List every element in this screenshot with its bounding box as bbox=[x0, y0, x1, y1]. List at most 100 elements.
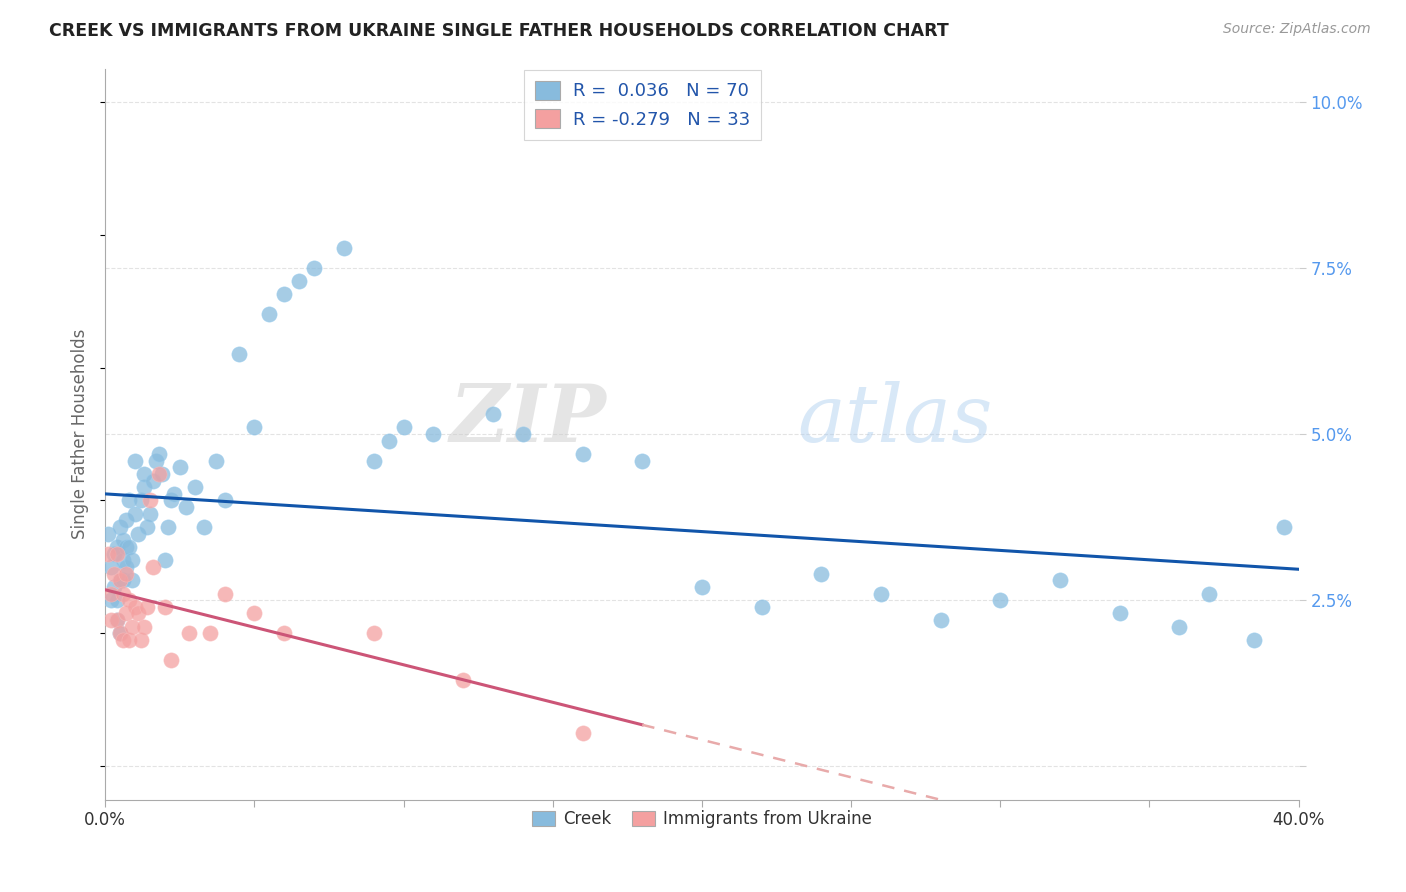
Point bbox=[132, 480, 155, 494]
Point bbox=[97, 526, 120, 541]
Point bbox=[273, 287, 295, 301]
Point bbox=[363, 453, 385, 467]
Point bbox=[214, 493, 236, 508]
Point bbox=[100, 560, 122, 574]
Text: atlas: atlas bbox=[797, 381, 993, 458]
Point bbox=[118, 493, 141, 508]
Point bbox=[153, 599, 176, 614]
Point bbox=[103, 566, 125, 581]
Point bbox=[124, 453, 146, 467]
Point bbox=[214, 586, 236, 600]
Point bbox=[142, 474, 165, 488]
Point bbox=[751, 599, 773, 614]
Point bbox=[363, 626, 385, 640]
Point bbox=[1049, 573, 1071, 587]
Point bbox=[870, 586, 893, 600]
Point bbox=[422, 427, 444, 442]
Point bbox=[156, 520, 179, 534]
Point bbox=[100, 586, 122, 600]
Point bbox=[1272, 520, 1295, 534]
Point bbox=[112, 533, 135, 548]
Point bbox=[118, 540, 141, 554]
Point bbox=[112, 573, 135, 587]
Point bbox=[163, 487, 186, 501]
Point bbox=[129, 493, 152, 508]
Point bbox=[145, 453, 167, 467]
Point bbox=[105, 540, 128, 554]
Text: ZIP: ZIP bbox=[450, 381, 606, 458]
Point bbox=[183, 480, 205, 494]
Point bbox=[288, 274, 311, 288]
Point bbox=[148, 467, 170, 481]
Point bbox=[127, 526, 149, 541]
Point bbox=[451, 673, 474, 687]
Point bbox=[118, 633, 141, 648]
Point bbox=[148, 447, 170, 461]
Point bbox=[988, 593, 1011, 607]
Text: Source: ZipAtlas.com: Source: ZipAtlas.com bbox=[1223, 22, 1371, 37]
Point bbox=[108, 573, 131, 587]
Point bbox=[105, 547, 128, 561]
Point bbox=[169, 460, 191, 475]
Point bbox=[571, 447, 593, 461]
Point bbox=[121, 573, 143, 587]
Point bbox=[105, 593, 128, 607]
Point bbox=[512, 427, 534, 442]
Point bbox=[193, 520, 215, 534]
Point bbox=[115, 607, 138, 621]
Point bbox=[112, 633, 135, 648]
Point bbox=[690, 580, 713, 594]
Point bbox=[124, 507, 146, 521]
Point bbox=[105, 613, 128, 627]
Point bbox=[97, 547, 120, 561]
Point bbox=[810, 566, 832, 581]
Point bbox=[108, 573, 131, 587]
Point bbox=[1108, 607, 1130, 621]
Legend: Creek, Immigrants from Ukraine: Creek, Immigrants from Ukraine bbox=[524, 804, 879, 835]
Point bbox=[243, 607, 266, 621]
Point bbox=[132, 620, 155, 634]
Point bbox=[198, 626, 221, 640]
Point bbox=[259, 307, 281, 321]
Point bbox=[1198, 586, 1220, 600]
Point bbox=[228, 347, 250, 361]
Point bbox=[631, 453, 654, 467]
Point bbox=[136, 599, 159, 614]
Point bbox=[142, 560, 165, 574]
Point bbox=[571, 726, 593, 740]
Point bbox=[929, 613, 952, 627]
Point bbox=[132, 467, 155, 481]
Point bbox=[392, 420, 415, 434]
Point bbox=[273, 626, 295, 640]
Point bbox=[139, 493, 162, 508]
Point bbox=[115, 560, 138, 574]
Point bbox=[139, 507, 162, 521]
Point bbox=[103, 580, 125, 594]
Point bbox=[177, 626, 200, 640]
Point bbox=[204, 453, 226, 467]
Point bbox=[124, 599, 146, 614]
Point bbox=[153, 553, 176, 567]
Y-axis label: Single Father Households: Single Father Households bbox=[72, 329, 89, 539]
Point bbox=[100, 613, 122, 627]
Point bbox=[129, 633, 152, 648]
Point bbox=[121, 553, 143, 567]
Point bbox=[136, 520, 159, 534]
Point bbox=[1168, 620, 1191, 634]
Point bbox=[103, 547, 125, 561]
Point bbox=[118, 593, 141, 607]
Point bbox=[115, 540, 138, 554]
Point bbox=[160, 653, 183, 667]
Point bbox=[160, 493, 183, 508]
Point bbox=[333, 241, 356, 255]
Point bbox=[108, 626, 131, 640]
Point bbox=[108, 520, 131, 534]
Point bbox=[115, 513, 138, 527]
Point bbox=[377, 434, 399, 448]
Point bbox=[121, 620, 143, 634]
Point bbox=[174, 500, 197, 515]
Text: CREEK VS IMMIGRANTS FROM UKRAINE SINGLE FATHER HOUSEHOLDS CORRELATION CHART: CREEK VS IMMIGRANTS FROM UKRAINE SINGLE … bbox=[49, 22, 949, 40]
Point bbox=[482, 407, 505, 421]
Point bbox=[100, 593, 122, 607]
Point bbox=[150, 467, 173, 481]
